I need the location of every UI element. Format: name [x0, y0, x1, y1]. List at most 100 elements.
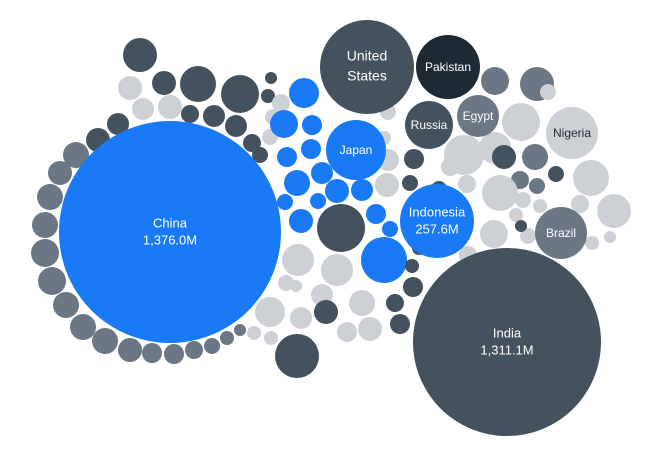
bubble-64: [278, 275, 294, 291]
bubble-69: [337, 322, 357, 342]
bubble-75: [403, 277, 423, 297]
bubble-russia: [405, 101, 453, 149]
bubble-81: [502, 103, 540, 141]
bubble-42: [284, 170, 310, 196]
bubble-35: [289, 78, 319, 108]
bubble-96: [597, 194, 631, 228]
bubble-27: [204, 338, 220, 354]
bubble-73: [390, 314, 410, 334]
bubble-85: [548, 166, 564, 182]
bubble-100: [520, 228, 536, 244]
bubble-1: [123, 38, 157, 72]
bubble-59: [282, 244, 314, 276]
bubble-88: [482, 175, 518, 211]
bubble-18: [31, 239, 59, 267]
bubble-4: [180, 66, 216, 102]
bubble-23: [118, 338, 142, 362]
bubble-united-states: [320, 20, 414, 114]
bubble-16: [37, 184, 63, 210]
bubble-72: [264, 331, 278, 345]
bubble-29: [234, 324, 246, 336]
bubble-34: [265, 72, 277, 84]
bubble-57: [382, 221, 398, 237]
bubble-11: [243, 134, 261, 152]
bubble-38: [302, 115, 322, 135]
bubble-78: [481, 67, 509, 95]
bubble-92: [515, 192, 531, 208]
bubble-egypt: [457, 95, 499, 137]
bubble-97: [571, 195, 589, 213]
bubble-63: [255, 297, 285, 327]
bubble-28: [220, 331, 234, 345]
bubble-89: [458, 175, 476, 193]
bubble-indonesia: [400, 184, 474, 258]
bubble-22: [92, 328, 118, 354]
bubble-55: [317, 204, 365, 252]
bubble-20: [53, 292, 79, 318]
bubble-40: [277, 147, 297, 167]
bubble-39: [301, 139, 321, 159]
bubble-105: [540, 84, 556, 100]
bubble-5: [221, 75, 259, 113]
bubble-30: [252, 147, 268, 163]
bubble-58: [361, 237, 407, 283]
bubble-47: [404, 149, 424, 169]
bubble-54: [289, 209, 313, 233]
bubble-94: [509, 208, 523, 222]
bubble-37: [270, 110, 298, 138]
bubble-76: [405, 259, 419, 273]
bubble-90: [441, 158, 459, 176]
bubble-43: [325, 179, 349, 203]
bubble-62: [290, 307, 312, 329]
bubble-101: [515, 220, 527, 232]
bubble-india: [413, 248, 601, 436]
bubble-10: [225, 115, 247, 137]
bubble-95: [573, 160, 609, 196]
bubble-56: [366, 204, 386, 224]
bubble-14: [63, 142, 89, 168]
bubble-99: [604, 231, 616, 243]
bubble-70: [275, 334, 319, 378]
bubble-67: [349, 290, 375, 316]
bubble-41: [311, 162, 333, 184]
bubble-japan: [326, 120, 386, 180]
bubble-98: [585, 236, 599, 250]
bubble-24: [142, 343, 162, 363]
bubble-nigeria: [546, 107, 598, 159]
bubble-china: [59, 121, 281, 343]
bubble-60: [321, 254, 353, 286]
bubble-45: [375, 173, 399, 197]
bubble-74: [386, 294, 404, 312]
bubble-33: [261, 89, 275, 103]
bubble-26: [185, 341, 203, 359]
bubble-7: [158, 95, 182, 119]
bubble-25: [164, 344, 184, 364]
bubble-8: [181, 105, 199, 123]
bubble-65: [290, 280, 302, 292]
bubble-48: [402, 175, 418, 191]
bubble-6: [132, 98, 154, 120]
bubble-86: [529, 178, 545, 194]
bubble-9: [203, 105, 225, 127]
bubble-102: [480, 220, 508, 248]
bubble-83: [492, 145, 516, 169]
bubble-68: [358, 317, 382, 341]
bubble-93: [533, 199, 547, 213]
bubble-3: [152, 71, 176, 95]
bubble-36: [272, 94, 290, 112]
bubble-71: [247, 326, 261, 340]
bubble-44: [351, 179, 373, 201]
bubble-21: [70, 314, 96, 340]
bubble-19: [38, 267, 66, 295]
bubble-84: [522, 144, 548, 170]
bubble-pakistan: [416, 35, 480, 99]
bubble-66: [314, 300, 338, 324]
bubble-brazil: [535, 207, 587, 259]
bubble-15: [48, 161, 72, 185]
bubble-2: [118, 76, 142, 100]
bubble-52: [310, 193, 326, 209]
bubble-12: [107, 113, 129, 135]
bubble-53: [277, 194, 293, 210]
bubble-17: [32, 212, 58, 238]
